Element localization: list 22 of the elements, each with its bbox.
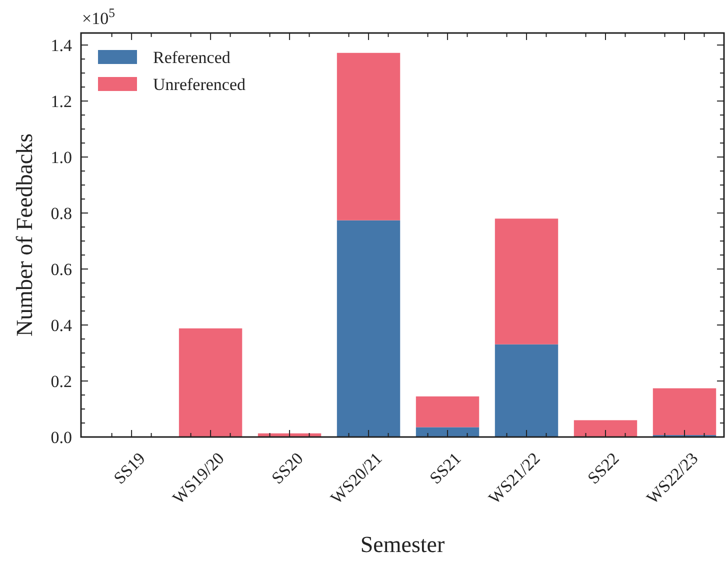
bar [574, 420, 638, 437]
bar [652, 388, 716, 436]
y-tick-label: 1.0 [50, 148, 72, 167]
y-tick-label: 1.2 [50, 92, 72, 111]
y-tick-label: 0.8 [50, 204, 72, 223]
y-tick-label: 0.0 [50, 428, 72, 447]
y-tick-label: 0.6 [50, 260, 72, 279]
y-tick-label: 0.2 [50, 372, 72, 391]
legend-label: Unreferenced [153, 74, 246, 94]
legend-label: Referenced [153, 48, 231, 67]
text: ×10$^{5}$ [82, 6, 115, 28]
bar [178, 328, 242, 437]
y-tick-label: 0.4 [50, 316, 72, 335]
bar [416, 427, 480, 437]
y-axis-title: Number of Feedbacks [12, 133, 37, 337]
bar [336, 220, 400, 437]
bar [494, 218, 558, 344]
bar [494, 344, 558, 437]
x-axis-title: Semester [360, 532, 445, 557]
y-tick-label: 1.4 [50, 36, 72, 55]
bar [336, 52, 400, 220]
bar [416, 396, 480, 428]
